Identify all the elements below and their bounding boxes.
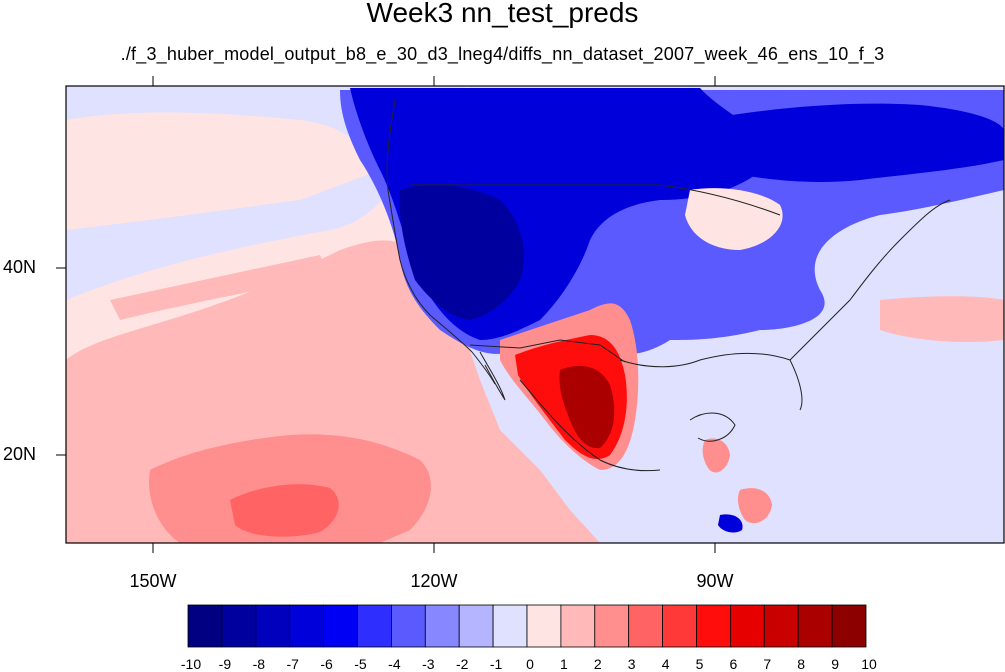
- colorbar-tick-label: 1: [559, 656, 568, 672]
- colorbar-swatch: [492, 604, 528, 648]
- colorbar-swatch: [221, 604, 257, 648]
- colorbar-swatch: [390, 604, 426, 648]
- colorbar-tick-label: 7: [763, 656, 772, 672]
- blue-deep-east: [700, 103, 1004, 182]
- baja-line: [479, 351, 506, 401]
- lon-label-90w: 90W: [696, 571, 734, 591]
- colorbar-swatch: [763, 604, 799, 648]
- east-light-pink: [685, 188, 783, 250]
- map-title: Week3 nn_test_preds: [366, 0, 639, 28]
- map-field: [66, 86, 1004, 543]
- colorbar-tick-label: 9: [831, 656, 839, 672]
- colorbar-swatch: [289, 604, 325, 648]
- pacific-pink-upper: [66, 112, 380, 230]
- colorbar-swatch: [797, 604, 833, 648]
- axis-ticks: [56, 76, 716, 553]
- colorbar-tick-label: 0: [526, 656, 534, 672]
- colorbar-tick-label: 5: [695, 656, 704, 672]
- lon-label-120w: 120W: [410, 571, 458, 591]
- map-frame: [65, 85, 1005, 544]
- colorbar-tick-label: 3: [627, 656, 636, 672]
- colorbar: [187, 604, 867, 648]
- yucatan-line: [689, 412, 736, 442]
- colorbar-tick-label: -1: [489, 656, 503, 672]
- colorbar-swatch: [560, 604, 596, 648]
- colorbar-tick-label: -6: [320, 656, 333, 672]
- colorbar-swatch: [526, 604, 562, 648]
- gulf-coast-line: [619, 352, 803, 411]
- colorbar-tick-label: -7: [286, 656, 299, 672]
- colorbar-swatch: [662, 604, 697, 648]
- coastlines: [386, 99, 951, 472]
- colorbar-tick-label: -3: [422, 656, 435, 672]
- colorbar-tick-label: -5: [354, 656, 367, 672]
- colorbar-tick-label: -8: [252, 656, 266, 672]
- colorbar-swatch: [323, 604, 358, 648]
- caribbean-pink-spot: [737, 488, 772, 524]
- caribbean-light-blue: [560, 352, 920, 543]
- us-canada-border: [410, 184, 781, 216]
- colorbar-swatch: [424, 604, 460, 648]
- pacific-pink-2: [110, 255, 330, 320]
- colorbar-tick-label: 8: [797, 656, 806, 672]
- colorbar-swatch: [357, 604, 392, 648]
- colorbar-tick-label: 10: [861, 656, 877, 672]
- colorbar-tick-label: -2: [455, 656, 469, 672]
- west-coast-line: [386, 99, 496, 385]
- east-coast-line: [789, 199, 951, 361]
- us-mexico-border: [469, 339, 626, 363]
- blue-darkest-region: [399, 184, 524, 320]
- colorbar-tick-label: 2: [593, 656, 602, 672]
- mexico-coast-line: [519, 379, 661, 472]
- pacific-red: [230, 484, 339, 537]
- colorbar-swatch: [628, 604, 664, 648]
- colorbar-tick-label: -9: [218, 656, 232, 672]
- colorbar-tick-label: 4: [661, 656, 670, 672]
- lon-label-150w: 150W: [129, 571, 177, 591]
- colorbar-tick-label: -4: [388, 656, 401, 672]
- lat-label-20n: 20N: [3, 444, 37, 464]
- caribbean-blue-spot: [718, 514, 743, 533]
- gulf-pink-spot: [702, 438, 730, 473]
- east-pink-patch: [880, 296, 1004, 342]
- colorbar-swatch: [458, 604, 494, 648]
- mexico-darkred: [559, 365, 615, 449]
- colorbar-swatch: [255, 604, 291, 648]
- colorbar-swatch: [696, 604, 731, 648]
- colorbar-swatch: [594, 604, 630, 648]
- colorbar-tick-label: 6: [729, 656, 738, 672]
- colorbar-tick-label: -10: [180, 656, 202, 672]
- colorbar-swatch: [187, 604, 223, 648]
- map-subtitle: ./f_3_huber_model_output_b8_e_30_d3_lneg…: [120, 44, 885, 64]
- colorbar-swatch: [730, 604, 765, 648]
- lat-label-40n: 40N: [3, 257, 37, 277]
- colorbar-swatch: [831, 604, 867, 648]
